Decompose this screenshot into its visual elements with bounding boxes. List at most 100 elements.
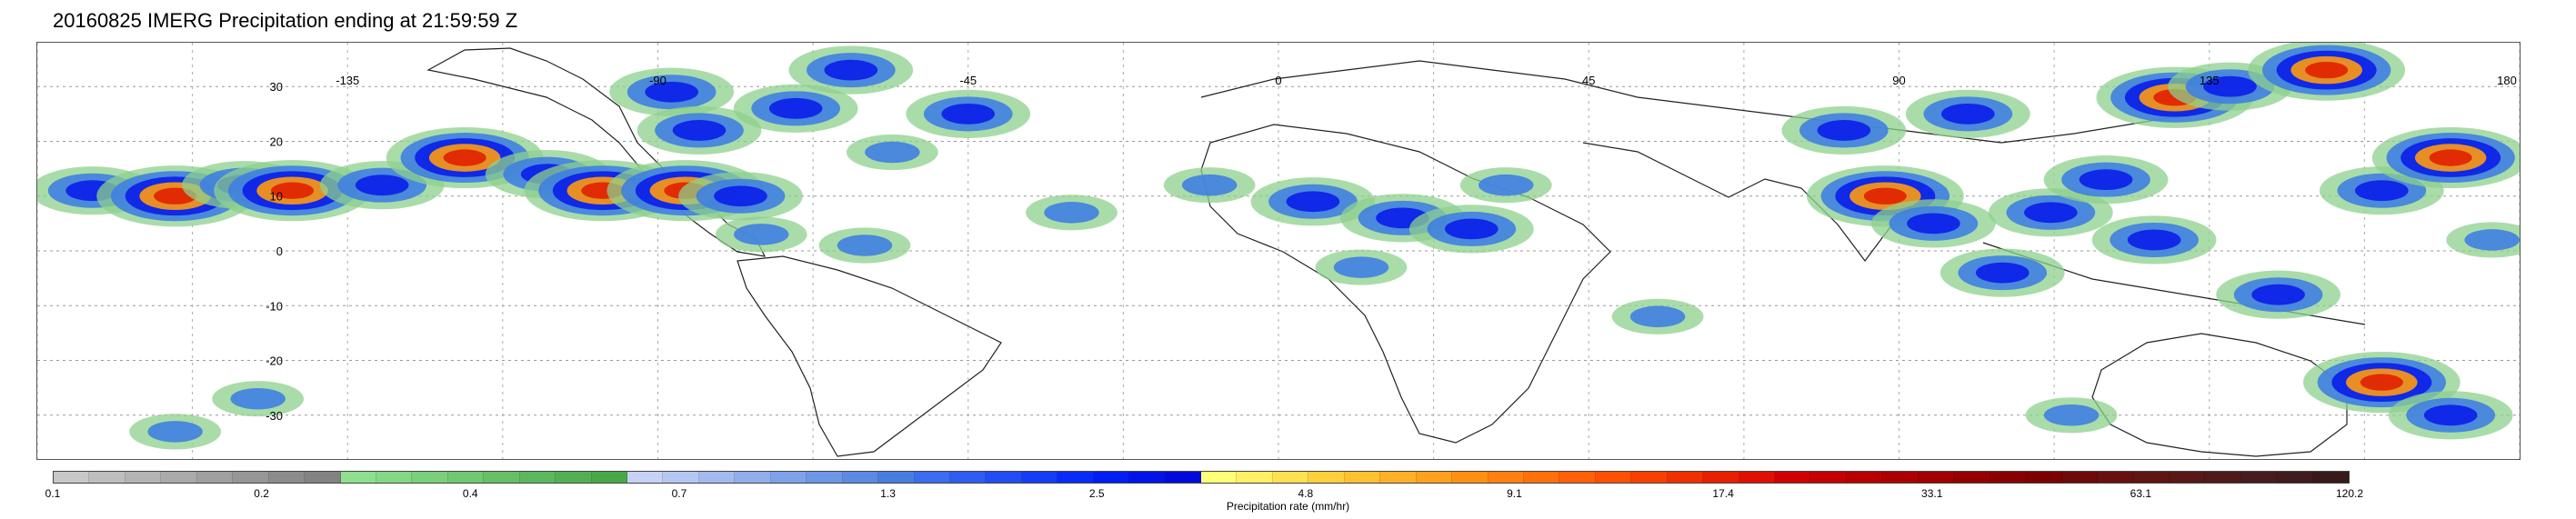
rain-cell-8-band-2 bbox=[645, 81, 698, 103]
colorbar-segment-48 bbox=[1775, 472, 1811, 483]
colorbar-segment-47 bbox=[1739, 472, 1775, 483]
rain-cell-17-band-2 bbox=[941, 103, 996, 125]
colorbar-segment-11 bbox=[447, 472, 485, 483]
rain-cell-19-band-1 bbox=[1181, 174, 1238, 196]
rain-cell-5-band-4 bbox=[443, 149, 486, 166]
rain-cell-23-band-1 bbox=[1478, 174, 1534, 196]
colorbar-tick-8: 17.4 bbox=[1712, 487, 1734, 500]
colorbar-tick-0: 0.1 bbox=[45, 487, 61, 500]
colorbar-segment-37 bbox=[1380, 472, 1417, 483]
rain-cell-16 bbox=[818, 227, 911, 264]
map-canvas: 30 20 10 0 -10 -20 -30 -135 -90 -45 0 45 90 135 180 bbox=[37, 43, 2520, 459]
precipitation-cells bbox=[37, 43, 2520, 450]
rain-cell-28-band-2 bbox=[1907, 213, 1960, 235]
rain-cell-32-band-2 bbox=[2079, 169, 2133, 191]
colorbar-segment-46 bbox=[1703, 472, 1739, 483]
colorbar-segment-58 bbox=[2133, 472, 2170, 483]
lon-label-0: -135 bbox=[336, 74, 359, 87]
colorbar-segment-42 bbox=[1559, 472, 1596, 483]
colorbar-segment-17 bbox=[663, 472, 699, 483]
rain-cell-31-band-2 bbox=[2024, 202, 2078, 224]
rain-cell-39 bbox=[2216, 270, 2340, 319]
rain-cell-42-band-1 bbox=[147, 421, 203, 443]
colorbar-segment-44 bbox=[1631, 472, 1668, 483]
rain-cell-20-band-2 bbox=[1286, 191, 1340, 213]
colorbar-segment-15 bbox=[591, 472, 627, 483]
rain-cell-22-band-2 bbox=[1445, 218, 1498, 240]
rain-cell-42 bbox=[129, 414, 222, 450]
colorbar-tick-10: 63.1 bbox=[2130, 487, 2152, 500]
colorbar-segment-14 bbox=[556, 472, 592, 483]
colorbar-segment-35 bbox=[1308, 472, 1345, 483]
rain-cell-25-band-1 bbox=[1629, 305, 1686, 328]
lat-label-0: 30 bbox=[270, 80, 283, 94]
colorbar-segment-6 bbox=[268, 472, 306, 483]
colorbar-segment-33 bbox=[1237, 472, 1273, 483]
colorbar-segment-55 bbox=[2026, 472, 2062, 483]
colorbar-segment-53 bbox=[1954, 472, 1990, 483]
colorbar-segment-0 bbox=[54, 472, 90, 483]
colorbar-segment-4 bbox=[196, 472, 234, 483]
colorbar-segment-7 bbox=[305, 472, 341, 483]
colorbar-label: Precipitation rate (mm/hr) bbox=[1226, 500, 1350, 513]
rain-cell-43-band-1 bbox=[230, 387, 286, 410]
rain-cell-33-band-2 bbox=[2127, 229, 2181, 251]
colorbar-segment-40 bbox=[1488, 472, 1524, 483]
rain-cell-43 bbox=[212, 381, 305, 417]
colorbar-segment-26 bbox=[986, 472, 1022, 483]
colorbar-segment-27 bbox=[1021, 472, 1058, 483]
rain-cell-3-band-4 bbox=[271, 182, 315, 199]
colorbar-segment-2 bbox=[125, 472, 162, 483]
lat-label-3: 0 bbox=[276, 245, 283, 258]
rain-cell-13 bbox=[788, 45, 914, 95]
colorbar-segment-43 bbox=[1595, 472, 1632, 483]
colorbar-segment-19 bbox=[735, 472, 771, 483]
rain-cell-26 bbox=[1781, 105, 1907, 155]
rain-cell-16-band-1 bbox=[837, 235, 893, 256]
colorbar-segment-54 bbox=[1990, 472, 2027, 483]
colorbar-segment-23 bbox=[878, 472, 915, 483]
rain-cell-8 bbox=[609, 67, 735, 116]
colorbar-segment-10 bbox=[412, 472, 448, 483]
rain-cell-30 bbox=[1940, 248, 2065, 297]
rain-cell-33 bbox=[2091, 215, 2217, 264]
colorbar-tick-9: 33.1 bbox=[1921, 487, 1943, 500]
rain-cell-12 bbox=[733, 84, 858, 133]
colorbar-tick-2: 0.4 bbox=[462, 487, 478, 500]
rain-cell-15 bbox=[715, 216, 807, 253]
lat-label-5: -20 bbox=[266, 354, 283, 368]
colorbar-segment-34 bbox=[1272, 472, 1309, 483]
lon-label-7: 180 bbox=[2497, 74, 2517, 87]
colorbar-segment-51 bbox=[1882, 472, 1919, 483]
colorbar-segment-9 bbox=[376, 472, 413, 483]
colorbar-segment-25 bbox=[949, 472, 987, 483]
colorbar-segment-18 bbox=[698, 472, 736, 483]
rain-cell-45-band-1 bbox=[2464, 229, 2520, 251]
rain-cell-18-band-1 bbox=[1044, 202, 1099, 224]
rain-cell-17 bbox=[906, 89, 1031, 138]
colorbar-tick-11: 120.2 bbox=[2335, 487, 2364, 500]
colorbar-segment-57 bbox=[2097, 472, 2134, 483]
colorbar-segment-38 bbox=[1416, 472, 1453, 483]
lat-label-4: -10 bbox=[266, 299, 283, 313]
rain-cell-45 bbox=[2446, 222, 2520, 258]
rain-cell-29-band-2 bbox=[1941, 103, 1995, 125]
rain-cell-40-band-4 bbox=[2360, 374, 2403, 391]
colorbar-segment-59 bbox=[2169, 472, 2206, 483]
rain-cell-29 bbox=[1905, 89, 2030, 138]
rain-cell-38 bbox=[2371, 126, 2520, 189]
rain-cell-15-band-1 bbox=[734, 224, 789, 245]
latitude-labels: 30 20 10 0 -10 -20 -30 bbox=[266, 80, 283, 423]
colorbar-segment-63 bbox=[2312, 472, 2349, 483]
colorbar-segment-20 bbox=[770, 472, 807, 483]
colorbar-tick-4: 1.3 bbox=[880, 487, 896, 500]
colorbar-segment-52 bbox=[1918, 472, 1955, 483]
rain-cell-18 bbox=[1026, 195, 1118, 231]
rain-cell-9-band-2 bbox=[672, 120, 727, 141]
colorbar-segment-16 bbox=[627, 472, 664, 483]
rain-cell-36-band-4 bbox=[2305, 61, 2349, 79]
lat-label-6: -30 bbox=[266, 409, 283, 423]
coastline-south-america bbox=[737, 255, 1002, 457]
colorbar-segment-39 bbox=[1452, 472, 1488, 483]
lat-label-1: 20 bbox=[270, 135, 283, 148]
